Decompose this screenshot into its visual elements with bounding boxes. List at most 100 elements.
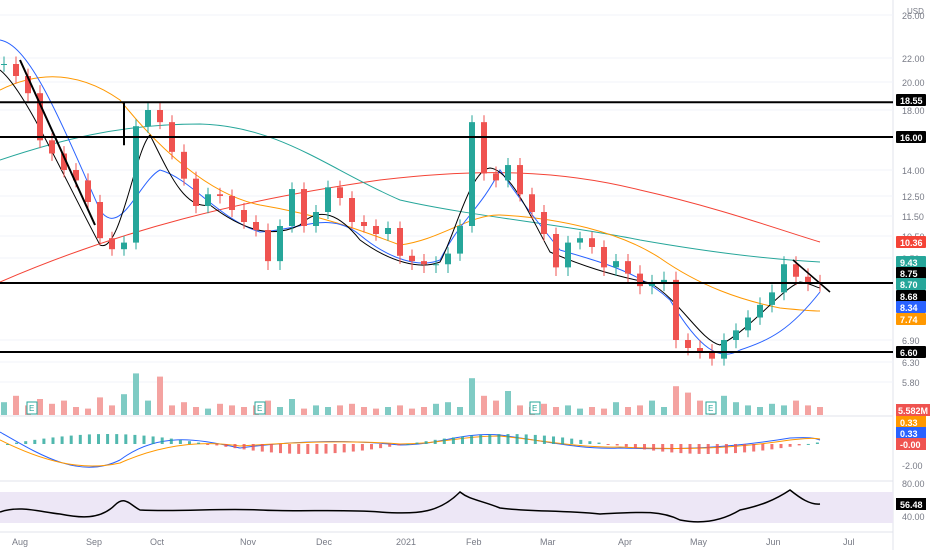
volume-bar bbox=[49, 403, 55, 415]
macd-hist-bar bbox=[670, 444, 674, 453]
volume-bar bbox=[85, 408, 91, 415]
earnings-marker-box bbox=[705, 401, 717, 415]
price-tag-label: 6.60 bbox=[900, 348, 918, 358]
candle-body bbox=[481, 122, 487, 174]
volume-bar bbox=[457, 407, 463, 415]
macd-hist-bar bbox=[624, 444, 628, 447]
candle-body bbox=[97, 202, 103, 239]
time-axis-label: 2021 bbox=[396, 537, 416, 547]
price-tags: USD 18.55 16.00 10.36 9.438.758.70 8.688.34 7.… bbox=[896, 7, 930, 510]
macd-hist-bar bbox=[552, 436, 555, 444]
candle-body bbox=[457, 226, 463, 254]
macd-hist-bar bbox=[215, 444, 219, 446]
volume-bar bbox=[373, 408, 379, 415]
macd-hist-bar bbox=[69, 435, 73, 444]
volume-bar bbox=[397, 405, 403, 415]
time-axis-label: May bbox=[690, 537, 708, 547]
candle-body bbox=[121, 242, 127, 250]
candle-body bbox=[289, 189, 295, 226]
volume-bar bbox=[481, 395, 487, 415]
candle-body bbox=[805, 276, 811, 283]
candle-body bbox=[397, 228, 403, 256]
macd-hist-bar bbox=[779, 444, 783, 449]
macd-hist-bar bbox=[60, 436, 64, 444]
macd-hist-bar bbox=[479, 434, 483, 444]
price-tag-label: 16.00 bbox=[900, 133, 923, 143]
price-tick-label: 18.00 bbox=[902, 106, 925, 116]
macd-hist-bar bbox=[579, 439, 583, 444]
macd-hist-bar bbox=[797, 444, 801, 446]
candle-body bbox=[241, 210, 247, 222]
macd-hist-bar bbox=[151, 436, 155, 444]
macd-hist-bar bbox=[206, 444, 210, 445]
macd-hist-bar bbox=[806, 443, 810, 445]
macd-hist-bar bbox=[761, 444, 765, 451]
macd-hist-bar bbox=[415, 442, 419, 444]
macd-hist-bar bbox=[451, 437, 455, 444]
macd-hist-bar bbox=[269, 444, 273, 453]
volume-bars bbox=[1, 373, 823, 415]
horizontal-levels[interactable] bbox=[0, 101, 893, 353]
candle-body bbox=[493, 173, 499, 181]
macd-hist-bar bbox=[588, 441, 592, 444]
volume-bar bbox=[445, 402, 451, 415]
volume-bar bbox=[781, 405, 787, 415]
volume-bar bbox=[157, 376, 163, 415]
volume-bar bbox=[649, 400, 655, 415]
macd-hist-bar bbox=[788, 444, 792, 447]
macd-hist-bar bbox=[815, 442, 819, 444]
candle-body bbox=[733, 330, 739, 340]
candle-body bbox=[541, 212, 547, 234]
macd-hist-bar bbox=[752, 444, 756, 452]
macd-hist-bar bbox=[515, 434, 519, 444]
macd-hist-bar bbox=[224, 444, 228, 447]
macd-hist-bar bbox=[488, 434, 492, 444]
candle-body bbox=[673, 279, 679, 340]
candle-body bbox=[517, 165, 523, 195]
volume-bar bbox=[517, 405, 523, 415]
volume-bar bbox=[793, 400, 799, 415]
volume-bar bbox=[805, 405, 811, 415]
price-tag-bg bbox=[896, 256, 926, 268]
volume-bar bbox=[757, 407, 763, 415]
macd-hist-bar bbox=[697, 444, 701, 454]
macd-hist-bar bbox=[770, 444, 774, 450]
macd-hist-bar bbox=[279, 444, 282, 454]
macd-tag-label: -0.00 bbox=[900, 440, 921, 450]
time-axis-label: Feb bbox=[466, 537, 482, 547]
volume-bar bbox=[265, 400, 271, 415]
macd-hist-bar bbox=[724, 444, 728, 454]
volume-bar bbox=[601, 408, 607, 415]
trendline-1[interactable] bbox=[19, 59, 96, 226]
volume-bar bbox=[13, 395, 19, 415]
trendline-2[interactable] bbox=[792, 259, 831, 293]
macd-hist-bar bbox=[106, 434, 110, 444]
volume-bar bbox=[385, 407, 391, 415]
volume-bar bbox=[661, 407, 667, 415]
macd-tag-label: 0.33 bbox=[900, 429, 918, 439]
macd-hist-bar bbox=[42, 438, 46, 444]
macd-hist-bar bbox=[715, 444, 719, 454]
earnings-marker-label: E bbox=[532, 404, 537, 413]
candle-body bbox=[757, 304, 763, 318]
rsi-tick-label: 40.00 bbox=[902, 512, 925, 522]
price-tag-label: 8.70 bbox=[900, 280, 918, 290]
price-tick-label: 26.00 bbox=[902, 11, 925, 21]
volume-tag-bg bbox=[896, 404, 930, 416]
macd-hist-bar bbox=[497, 434, 501, 444]
ma20-line bbox=[0, 39, 821, 355]
volume-bar bbox=[433, 403, 439, 415]
candle-body bbox=[133, 126, 139, 243]
volume-bar bbox=[109, 405, 115, 415]
time-axis-label: Nov bbox=[240, 537, 257, 547]
candle-body bbox=[193, 178, 199, 206]
earnings-marker-label: E bbox=[29, 404, 34, 413]
candle-body bbox=[157, 110, 163, 123]
macd-hist-bar bbox=[661, 444, 665, 452]
price-tag-label: 10.36 bbox=[900, 238, 923, 248]
macd-hist-bar bbox=[24, 441, 28, 444]
time-axis-label: Jul bbox=[843, 537, 855, 547]
